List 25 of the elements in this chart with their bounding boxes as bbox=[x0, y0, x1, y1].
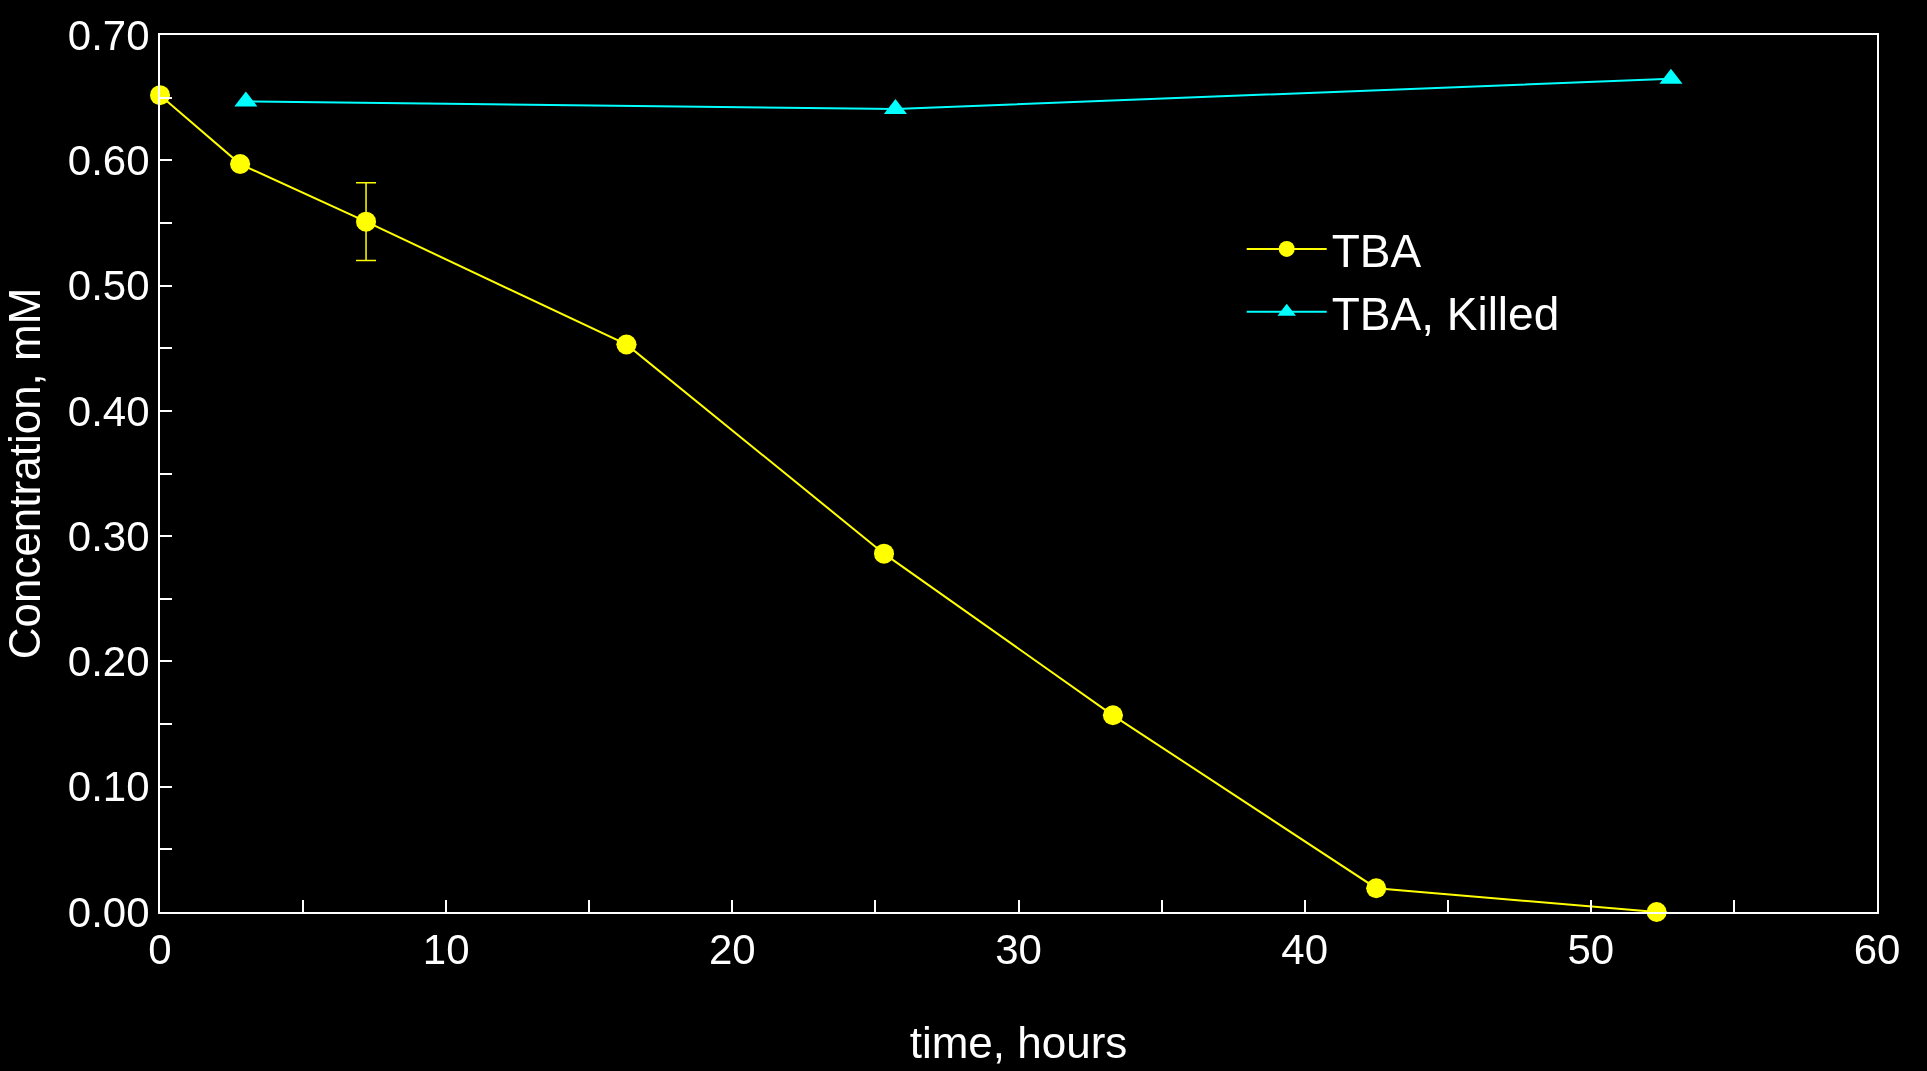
x-tick-label: 0 bbox=[148, 926, 172, 974]
y-tick-label: 0.10 bbox=[67, 763, 150, 811]
y-tick-label: 0.40 bbox=[67, 387, 150, 435]
y-tick-label: 0.30 bbox=[67, 512, 150, 560]
point bbox=[1366, 878, 1387, 899]
y-tick-label: 0.60 bbox=[67, 136, 150, 184]
point bbox=[230, 154, 251, 175]
y-tick-label: 0.00 bbox=[67, 888, 150, 936]
point bbox=[356, 211, 377, 232]
point bbox=[616, 334, 637, 355]
y-axis-title: Concentration, mM bbox=[0, 287, 49, 660]
x-tick-label: 50 bbox=[1567, 926, 1615, 974]
point bbox=[1102, 705, 1123, 726]
legend-label: TBA, Killed bbox=[1331, 287, 1560, 340]
y-tick-label: 0.50 bbox=[67, 262, 150, 310]
y-tick-label: 0.20 bbox=[67, 638, 150, 686]
x-tick-label: 30 bbox=[995, 926, 1042, 974]
y-tick-label: 0.70 bbox=[67, 11, 150, 59]
point bbox=[874, 543, 894, 564]
x-tick-label: 20 bbox=[708, 926, 756, 974]
x-tick-label: 40 bbox=[1281, 926, 1329, 974]
x-axis-title: time, hours bbox=[909, 1018, 1128, 1068]
legend-label: TBA bbox=[1331, 224, 1422, 277]
x-tick-label: 60 bbox=[1853, 926, 1901, 974]
x-tick-label: 10 bbox=[422, 926, 470, 974]
